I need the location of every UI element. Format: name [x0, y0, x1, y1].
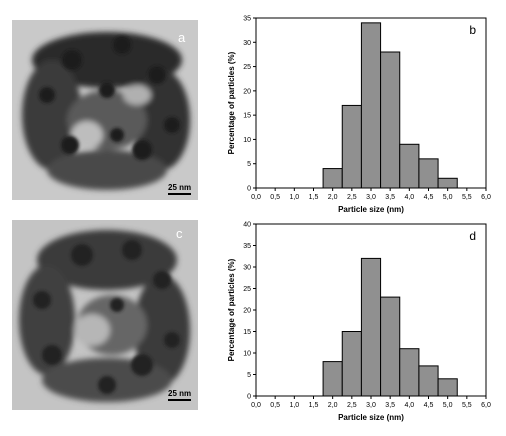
x-tick-label-b-0: 0,0	[251, 194, 261, 201]
x-tick-label-d-4: 2,0	[328, 402, 338, 409]
y-tick-label-d-6: 30	[243, 265, 251, 272]
bar-d-1	[341, 331, 362, 397]
bar-d-6	[437, 378, 458, 397]
tem-image-a	[12, 20, 198, 200]
bar-d-0	[322, 361, 343, 397]
y-axis-label-d: Percentage of particles (%)	[227, 258, 236, 361]
tem-image-c	[12, 220, 198, 410]
scale-line-a	[168, 193, 192, 195]
x-axis-label-b: Particle size (nm)	[338, 205, 404, 214]
x-tick-label-d-9: 4,5	[424, 402, 434, 409]
tem-micrograph-c	[12, 220, 198, 410]
y-tick-label-d-7: 35	[243, 243, 251, 250]
scale-label-a: 25 nm	[168, 183, 192, 192]
scale-label-c: 25 nm	[168, 389, 192, 398]
y-tick-label-d-0: 0	[247, 394, 251, 401]
panel-letter-a: a	[178, 30, 186, 45]
y-tick-label-d-8: 40	[243, 222, 251, 229]
scale-line-c	[168, 399, 192, 401]
x-tick-label-d-6: 3,0	[366, 402, 376, 409]
x-tick-label-b-11: 5,5	[462, 194, 472, 201]
x-tick-label-d-7: 3,5	[385, 402, 395, 409]
x-tick-label-d-11: 5,5	[462, 402, 472, 409]
y-tick-label-b-1: 5	[247, 161, 251, 168]
y-axis-label-b: Percentage of particles (%)	[227, 51, 236, 154]
bar-d-4	[399, 348, 420, 397]
y-tick-label-d-4: 20	[243, 308, 251, 315]
x-tick-label-d-3: 1,5	[309, 402, 319, 409]
scale-bar-c: 25 nm	[168, 389, 192, 401]
x-tick-label-b-8: 4,0	[404, 194, 414, 201]
x-tick-label-d-12: 6,0	[481, 402, 491, 409]
y-tick-label-b-7: 35	[243, 16, 251, 23]
x-tick-label-d-5: 2,5	[347, 402, 357, 409]
x-tick-label-d-2: 1,0	[289, 402, 299, 409]
x-tick-label-d-8: 4,0	[404, 402, 414, 409]
y-tick-label-b-6: 30	[243, 40, 251, 47]
bar-d-5	[418, 365, 439, 397]
y-tick-label-d-3: 15	[243, 329, 251, 336]
bar-d-2	[360, 257, 382, 397]
tem-micrograph-a	[12, 20, 198, 200]
y-tick-label-b-5: 25	[243, 64, 251, 71]
y-tick-label-b-4: 20	[243, 88, 251, 95]
x-tick-label-b-1: 0,5	[270, 194, 280, 201]
y-tick-label-b-2: 10	[243, 137, 251, 144]
x-tick-label-b-3: 1,5	[309, 194, 319, 201]
x-tick-label-d-10: 5,0	[443, 402, 453, 409]
x-tick-label-d-0: 0,0	[251, 402, 261, 409]
panel-letter-c: c	[176, 226, 183, 241]
panel-letter-d: d	[469, 229, 476, 243]
y-tick-label-d-2: 10	[243, 351, 251, 358]
x-tick-label-b-10: 5,0	[443, 194, 453, 201]
x-tick-label-b-7: 3,5	[385, 194, 395, 201]
x-tick-label-b-6: 3,0	[366, 194, 376, 201]
y-tick-label-b-0: 0	[247, 186, 251, 193]
bar-d-3	[380, 296, 401, 397]
scale-bar-a: 25 nm	[168, 183, 192, 195]
x-tick-label-b-9: 4,5	[424, 194, 434, 201]
x-tick-label-b-2: 1,0	[289, 194, 299, 201]
x-axis-label-d: Particle size (nm)	[338, 413, 404, 422]
x-tick-label-d-1: 0,5	[270, 402, 280, 409]
panel-letter-b: b	[469, 23, 476, 37]
x-tick-label-b-4: 2,0	[328, 194, 338, 201]
y-tick-label-d-5: 25	[243, 286, 251, 293]
x-tick-label-b-12: 6,0	[481, 194, 491, 201]
y-tick-label-b-3: 15	[243, 113, 251, 120]
y-tick-label-d-1: 5	[247, 372, 251, 379]
x-tick-label-b-5: 2,5	[347, 194, 357, 201]
